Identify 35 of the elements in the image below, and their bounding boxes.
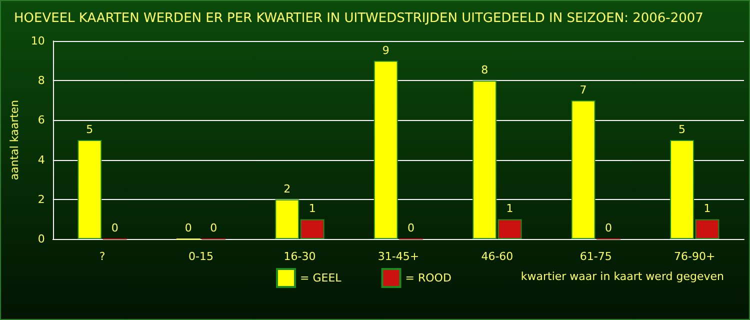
x-tick-label: 16-30 [284, 250, 316, 263]
data-label: 0 [210, 222, 218, 234]
y-tick-label: 6 [38, 114, 45, 127]
data-label: 9 [382, 44, 390, 57]
y-tick-label: 8 [38, 74, 45, 88]
data-label: 8 [481, 64, 488, 77]
data-label: 1 [308, 202, 316, 216]
y-tick-label: 0 [38, 232, 45, 246]
x-tick-label: 61-75 [580, 250, 612, 263]
x-tick-label: 0-15 [188, 250, 214, 263]
x-tick-label: 76-90+ [674, 250, 716, 263]
data-label: 0 [408, 222, 415, 234]
y-tick-label: 2 [38, 192, 45, 206]
x-tick-label: ? [99, 250, 106, 263]
data-label: 0 [605, 222, 612, 234]
y-tick-label: 10 [30, 34, 45, 48]
y-tick-label: 4 [38, 153, 45, 166]
x-tick-label: 31-45+ [378, 250, 420, 263]
x-axis-title: kwartier waar in kaart werd gegeven [520, 270, 724, 283]
data-label: 0 [184, 222, 192, 234]
data-label: 0 [111, 222, 118, 234]
data-label: 2 [284, 182, 291, 196]
data-label: 1 [704, 202, 711, 216]
bar [78, 140, 102, 239]
legend-label: = GEEL [300, 272, 342, 284]
data-label: 7 [580, 83, 587, 96]
data-label: 1 [506, 202, 514, 216]
legend-label: = ROOD [405, 272, 452, 284]
x-tick-label: 46-60 [481, 250, 514, 263]
data-label: 5 [86, 123, 94, 136]
chart-title: HOEVEEL KAARTEN WERDEN ER PER KWARTIER IN UITWEDSTRIJDEN UITGEDEELD IN SEIZOEN: 2006-2007 [14, 11, 704, 26]
bar [571, 100, 596, 239]
y-axis-title: aantal kaarten [8, 100, 21, 180]
bar [374, 60, 398, 239]
data-label: 5 [678, 123, 686, 136]
